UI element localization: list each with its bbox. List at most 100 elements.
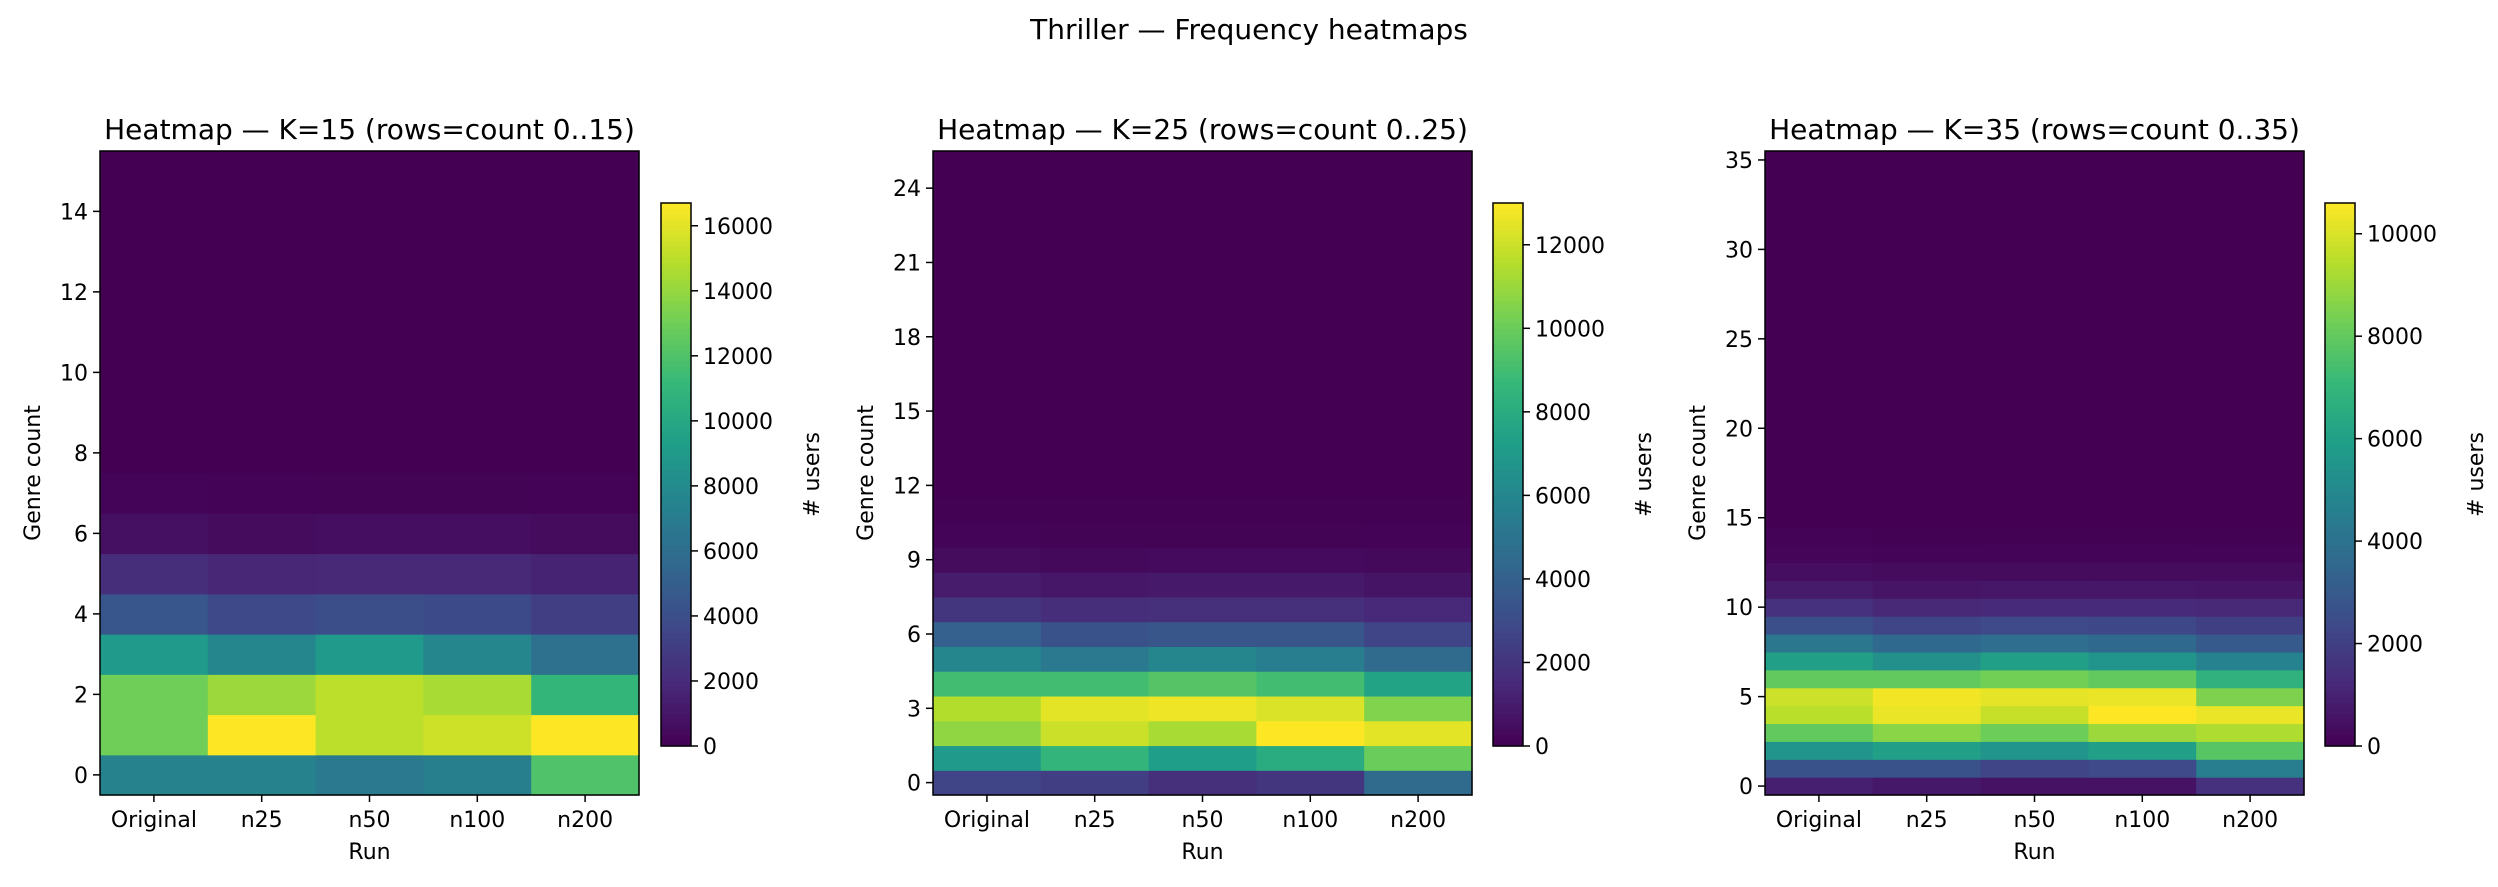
colorbar-strip [2325, 344, 2355, 351]
heatmap-cell [1765, 383, 1874, 403]
heatmap-cell [1364, 596, 1473, 623]
colorbar-strip [661, 501, 691, 508]
heatmap-cell [1040, 299, 1150, 325]
x-tick-label: n100 [449, 808, 505, 833]
heatmap-cell [315, 754, 424, 796]
y-tick-label: 10 [1725, 596, 1753, 621]
heatmap-cell [531, 271, 640, 313]
colorbar-strip [2325, 300, 2355, 307]
colorbar-strip [2325, 306, 2355, 313]
heatmap-cell [1872, 186, 1982, 206]
colorbar-strip [1493, 566, 1523, 573]
colorbar-strip [2325, 631, 2355, 638]
colorbar-tick-label: 10000 [703, 410, 773, 435]
heatmap-cell [531, 593, 640, 635]
colorbar-tick-label: 0 [1535, 735, 1549, 760]
colorbar-strip [1493, 414, 1523, 421]
heatmap-cell [2088, 473, 2197, 492]
colorbar-strip [1493, 317, 1523, 324]
colorbar-strip [661, 317, 691, 324]
colorbar-strip [1493, 436, 1523, 443]
colorbar-strip [1493, 262, 1523, 269]
heatmap-cell [207, 714, 317, 756]
heatmap-cell [1148, 522, 1257, 548]
x-tick-label: n200 [1390, 808, 1446, 833]
heatmap-cell [2088, 759, 2197, 778]
heatmap-cell [1040, 373, 1150, 400]
heatmap-cell [1256, 473, 1365, 499]
heatmap-cell [2196, 741, 2305, 760]
colorbar-strip [1493, 653, 1523, 660]
heatmap-cell [2196, 151, 2305, 170]
y-tick-label: 0 [1739, 775, 1753, 800]
heatmap-cell [2196, 455, 2305, 474]
colorbar-strip [661, 653, 691, 660]
colorbar-strip [661, 393, 691, 400]
colorbar-strip [2325, 675, 2355, 682]
heatmap-cell [315, 271, 424, 313]
colorbar-strip [2325, 572, 2355, 579]
colorbar-strip [2325, 387, 2355, 394]
colorbar-strip [661, 355, 691, 362]
colorbar-strip [1493, 729, 1523, 736]
x-tick-label: n200 [2222, 808, 2278, 833]
colorbar-strip [2325, 289, 2355, 296]
colorbar-strip [2325, 414, 2355, 421]
x-axis-label: Run [2013, 840, 2055, 865]
heatmap-cell [1364, 200, 1473, 226]
colorbar-strip [1493, 230, 1523, 237]
colorbar-strip [2325, 691, 2355, 698]
heatmap-cell [933, 398, 1042, 425]
colorbar-strip [661, 474, 691, 481]
heatmap-cell [1148, 621, 1257, 647]
heatmap-cell [1256, 522, 1365, 548]
heatmap-cell [1148, 448, 1257, 474]
colorbar-strip [2325, 539, 2355, 546]
colorbar-strip [2325, 463, 2355, 470]
colorbar-strip [2325, 327, 2355, 334]
heatmap-cell [1040, 225, 1150, 251]
heatmap-cell [2088, 651, 2197, 671]
colorbar-strip [2325, 431, 2355, 438]
colorbar-strip [2325, 447, 2355, 454]
heatmap-cell [1040, 572, 1150, 598]
colorbar-strip [2325, 501, 2355, 508]
colorbar-strip [2325, 251, 2355, 258]
heatmap-cell [423, 191, 532, 233]
colorbar-label: # users [2464, 432, 2489, 517]
colorbar-strip [2325, 735, 2355, 742]
heatmap-cell [1765, 723, 1874, 742]
heatmap-cell [2196, 365, 2305, 385]
heatmap-cell [2088, 598, 2197, 617]
heatmap-cell [1872, 401, 1982, 420]
colorbar-strip [1493, 718, 1523, 725]
colorbar-strip [1493, 452, 1523, 459]
heatmap-cell [1765, 705, 1874, 725]
colorbar-strip [1493, 344, 1523, 351]
heatmap-cell [2088, 168, 2197, 188]
colorbar-strip [2325, 724, 2355, 731]
heatmap-cell [1765, 526, 1874, 546]
colorbar-strip [661, 490, 691, 497]
heatmap-cell [933, 473, 1042, 499]
x-tick-label: n25 [1074, 808, 1116, 833]
heatmap-cell [2196, 759, 2305, 778]
heatmap-cell [207, 473, 317, 514]
heatmap-cell [1256, 547, 1365, 573]
heatmap-cell [1256, 745, 1365, 771]
heatmap-cell [1256, 770, 1365, 796]
heatmap-cell [2088, 437, 2197, 456]
colorbar-strip [1493, 371, 1523, 378]
heatmap-cell [2196, 705, 2305, 725]
y-tick-label: 3 [907, 697, 921, 722]
colorbar-strip [1493, 604, 1523, 611]
colorbar-tick-label: 2000 [2367, 633, 2423, 658]
colorbar-strip [1493, 680, 1523, 687]
colorbar-tick-label: 4000 [703, 605, 759, 630]
heatmap-cell [1148, 745, 1257, 771]
heatmap-cell [2196, 526, 2305, 546]
heatmap-cell [2196, 598, 2305, 617]
heatmap-cell [2196, 222, 2305, 242]
colorbar-strip [2325, 349, 2355, 356]
colorbar-strip [661, 479, 691, 486]
